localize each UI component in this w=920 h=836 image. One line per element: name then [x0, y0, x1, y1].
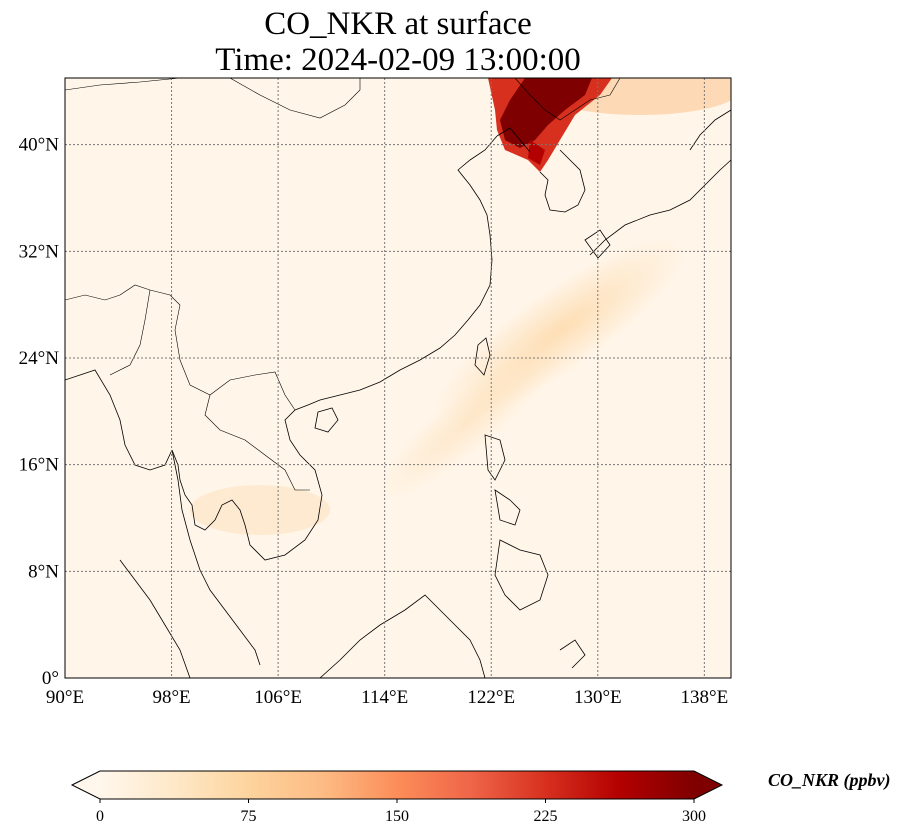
latitude-tick-label: 0° [42, 668, 59, 689]
latitude-tick-label: 8°N [28, 561, 59, 582]
plume-faint-band [376, 339, 564, 501]
coastlines-and-borders [65, 78, 731, 678]
china-coastline [307, 135, 498, 406]
colorbar-tick-label: 75 [241, 808, 257, 825]
mindanao-coastline [494, 539, 549, 611]
taiwan-coastline [474, 337, 491, 376]
colorbar-ticks: 0 75 150 225 300 [96, 799, 706, 825]
colorbar: 0 75 150 225 300 [70, 770, 724, 825]
map-axes: 90°E 98°E 106°E 114°E 122°E 130°E 138°E 0° 8°N 1… [19, 77, 732, 708]
map-title: CO_NKR at surface [264, 6, 532, 42]
hainan-coastline [314, 407, 339, 433]
luzon-coastline [484, 434, 506, 481]
latitude-tick-label: 40°N [19, 135, 60, 156]
latitude-tick-label: 24°N [19, 348, 60, 369]
concentration-field [190, 78, 731, 535]
plume-high [500, 78, 592, 148]
indochina-coastline [171, 404, 323, 561]
borneo-coastline [319, 594, 486, 678]
latitude-tick-label: 16°N [19, 455, 60, 476]
colorbar-tick-label: 0 [96, 808, 104, 825]
longitude-axis: 90°E 98°E 106°E 114°E 122°E 130°E 138°E [46, 687, 728, 708]
japan-honshu [589, 159, 731, 256]
longitude-tick-label: 138°E [681, 687, 729, 708]
plume-indochina [190, 485, 330, 535]
longitude-tick-label: 90°E [46, 687, 84, 708]
colorbar-tick-label: 225 [534, 808, 558, 825]
sumatra-coastline [119, 559, 191, 678]
longitude-tick-label: 98°E [152, 687, 190, 708]
map-background [65, 78, 731, 678]
latitude-tick-label: 32°N [19, 241, 60, 262]
colorbar-min-extend [72, 771, 100, 799]
colorbar-tick-label: 150 [385, 808, 409, 825]
gridlines [65, 78, 731, 678]
colorbar-bar [100, 771, 694, 799]
longitude-tick-label: 106°E [254, 687, 302, 708]
korea-coastline [539, 149, 586, 213]
colorbar-label: CO_NKR (ppbv) [768, 770, 891, 790]
colorbar-max-extend [694, 771, 722, 799]
latitude-axis: 0° 8°N 16°N 24°N 32°N 40°N [19, 135, 60, 689]
longitude-tick-label: 130°E [574, 687, 622, 708]
map-frame [64, 77, 732, 679]
malay-coastline [171, 449, 261, 666]
plume-tail [528, 140, 545, 165]
map-time-subtitle: Time: 2024-02-09 13:00:00 [215, 42, 581, 78]
colorbar-tick-label: 300 [682, 808, 706, 825]
longitude-tick-label: 114°E [361, 687, 408, 708]
longitude-tick-label: 122°E [467, 687, 515, 708]
